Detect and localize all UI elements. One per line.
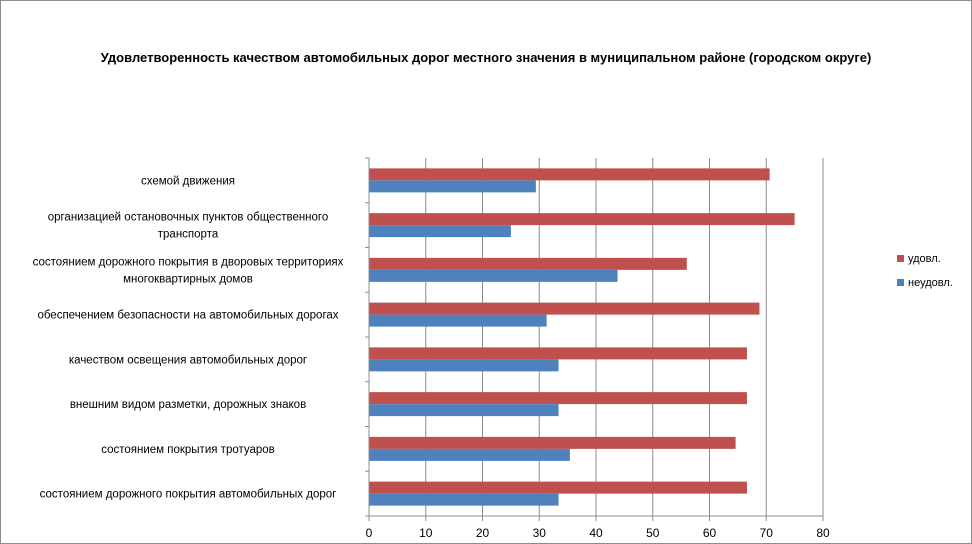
category-label: многоквартирных домов	[123, 273, 253, 285]
legend-swatch	[897, 255, 904, 262]
bar-satisfied	[369, 481, 747, 494]
bar-satisfied	[369, 392, 747, 405]
x-tick-label: 80	[816, 526, 830, 540]
bars	[369, 168, 795, 506]
bar-unsatisfied	[369, 314, 547, 327]
bar-unsatisfied	[369, 180, 536, 193]
x-tick-label: 70	[760, 526, 774, 540]
bar-unsatisfied	[369, 493, 559, 506]
bar-satisfied	[369, 302, 760, 315]
bar-satisfied	[369, 347, 747, 360]
gridlines	[425, 158, 824, 516]
bar-unsatisfied	[369, 448, 570, 461]
category-label: состоянием дорожного покрытия в дворовых…	[33, 256, 344, 268]
category-label: внешним видом разметки, дорожных знаков	[70, 399, 306, 411]
bar-satisfied	[369, 436, 736, 449]
category-label: состоянием дорожного покрытия автомобиль…	[40, 489, 337, 501]
category-label: качеством освещения автомобильных дорог	[69, 354, 307, 366]
category-labels: схемой движения организацией остановочных…	[33, 175, 344, 500]
x-tick-label: 50	[646, 526, 660, 540]
legend-label: неудовл.	[908, 277, 953, 289]
bar-unsatisfied	[369, 225, 511, 238]
category-label: транспорта	[158, 229, 219, 241]
x-tick-label: 0	[366, 526, 373, 540]
category-label: обеспечением безопасности на автомобильн…	[37, 310, 338, 322]
bar-unsatisfied	[369, 269, 618, 282]
x-tick-label: 60	[703, 526, 717, 540]
chart-title: Удовлетворенность качеством автомобильны…	[100, 50, 872, 65]
axes	[365, 157, 824, 521]
bar-unsatisfied	[369, 404, 559, 417]
category-label: организацией остановочных пунктов общест…	[48, 212, 329, 224]
legend-label: удовл.	[908, 253, 941, 265]
x-tick-label: 40	[589, 526, 603, 540]
bar-satisfied	[369, 213, 795, 226]
bar-unsatisfied	[369, 359, 559, 372]
tick-labels: 0 10 20 30 40 50 60 70 80	[366, 526, 830, 540]
bar-satisfied	[369, 257, 687, 270]
category-label: схемой движения	[141, 175, 235, 187]
legend: удовл. неудовл.	[897, 253, 953, 289]
category-label: состоянием покрытия тротуаров	[101, 444, 275, 456]
x-tick-label: 10	[419, 526, 433, 540]
legend-swatch	[897, 279, 904, 286]
x-tick-label: 30	[533, 526, 547, 540]
bar-satisfied	[369, 168, 770, 181]
x-tick-label: 20	[476, 526, 490, 540]
